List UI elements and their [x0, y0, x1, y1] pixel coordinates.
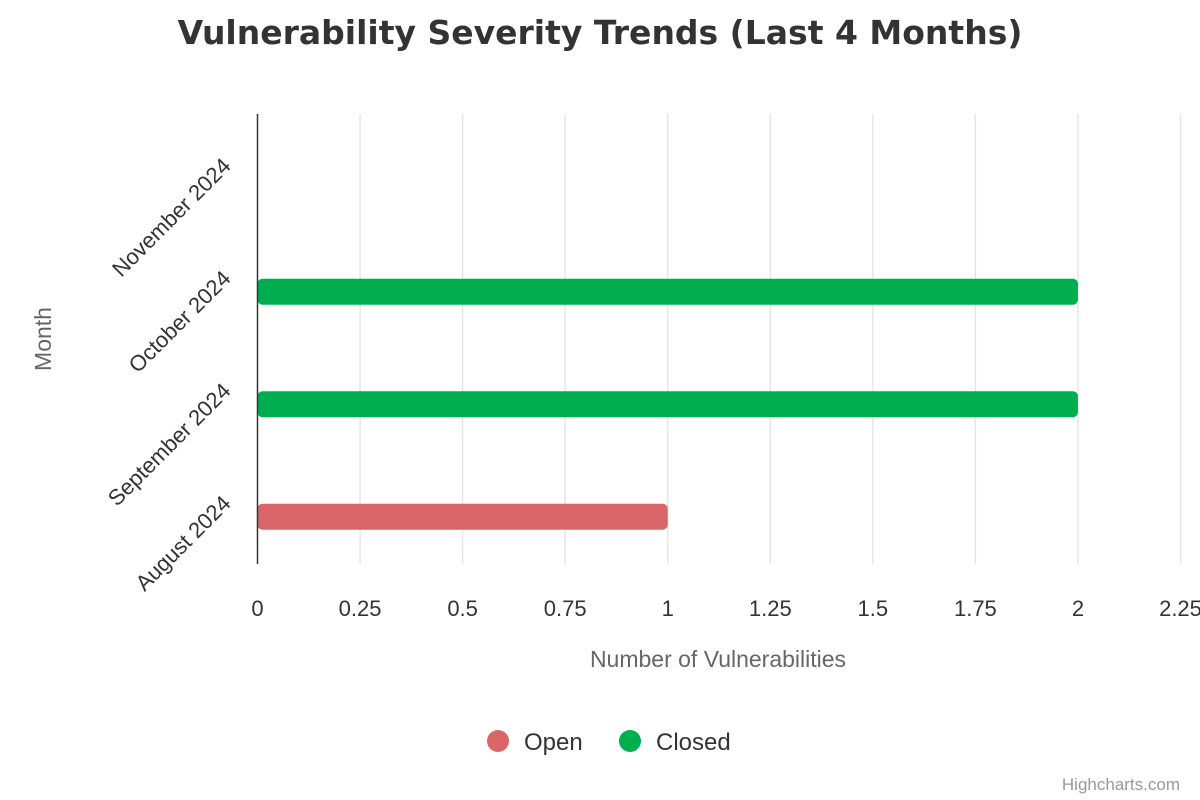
- legend-label: Closed: [656, 729, 731, 756]
- value-tick-label: 0.25: [339, 596, 382, 621]
- legend: Open Closed: [487, 729, 731, 756]
- legend-symbol: [487, 730, 509, 752]
- legend-label: Open: [524, 729, 583, 756]
- value-tick-label: 0.75: [544, 596, 587, 621]
- value-tick-label: 0: [251, 596, 263, 621]
- chart-title: Vulnerability Severity Trends (Last 4 Mo…: [178, 13, 1023, 52]
- value-tick-label: 0.5: [447, 596, 478, 621]
- value-tick-label: 1.5: [858, 596, 889, 621]
- bar-closed-september-2024[interactable]: [257, 391, 1078, 418]
- value-tick-label: 1.75: [954, 596, 997, 621]
- legend-item-open[interactable]: Open: [487, 729, 583, 756]
- legend-item-closed[interactable]: Closed: [619, 729, 731, 756]
- bar-closed-october-2024[interactable]: [257, 278, 1078, 305]
- value-tick-label: 1.25: [749, 596, 792, 621]
- value-tick-label: 1: [662, 596, 674, 621]
- bars: [257, 278, 1078, 530]
- category-axis-title: Month: [30, 307, 56, 371]
- value-tick-label: 2.25: [1159, 596, 1200, 621]
- legend-symbol: [619, 730, 641, 752]
- value-tick-label: 2: [1072, 596, 1084, 621]
- value-axis-title: Number of Vulnerabilities: [590, 646, 846, 672]
- grid-lines: [359, 114, 1182, 564]
- credits-link[interactable]: Highcharts.com: [1062, 775, 1180, 794]
- bar-open-august-2024[interactable]: [257, 503, 668, 530]
- value-axis-labels: 0 0.25 0.5 0.75 1 1.25 1.5 1.75 2 2.25: [251, 596, 1200, 621]
